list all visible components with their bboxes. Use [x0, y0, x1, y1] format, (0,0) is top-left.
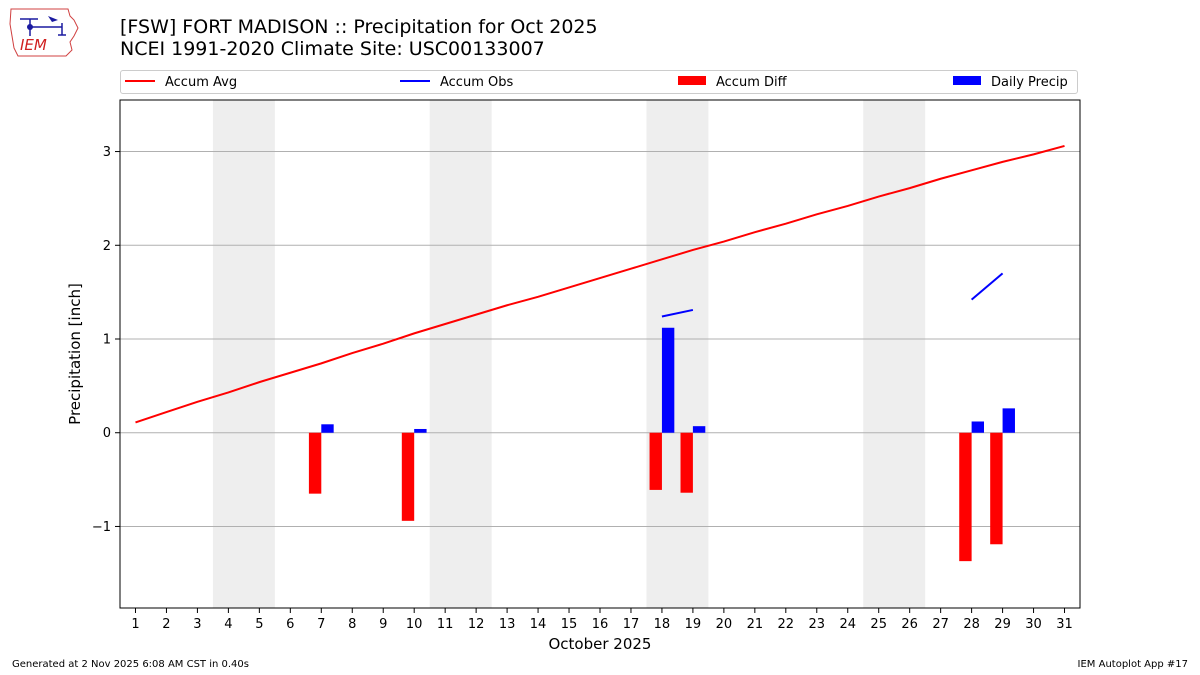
x-tick-label: 4	[224, 617, 232, 632]
x-tick-label: 15	[561, 617, 578, 632]
x-tick-label: 21	[747, 617, 764, 632]
x-tick-label: 31	[1056, 617, 1073, 632]
x-tick-label: 30	[1025, 617, 1042, 632]
legend-label-accum-avg: Accum Avg	[165, 75, 238, 90]
x-tick-label: 20	[716, 617, 733, 632]
y-tick-label: 0	[103, 426, 111, 441]
x-tick-label: 29	[994, 617, 1011, 632]
weekend-shade	[863, 100, 926, 608]
accum-obs-line	[970, 272, 1004, 301]
x-tick-label: 18	[654, 617, 671, 632]
app-credit: IEM Autoplot App #17	[1077, 659, 1188, 670]
x-tick-label: 11	[437, 617, 454, 632]
chart-legend: Accum Avg Accum Obs Accum Diff Daily Pre…	[120, 70, 1078, 94]
y-tick-label: 3	[103, 145, 111, 160]
y-axis-label: Precipitation [inch]	[66, 283, 84, 425]
x-tick-label: 23	[809, 617, 826, 632]
x-tick-label: 3	[193, 617, 201, 632]
x-tick-label: 25	[870, 617, 887, 632]
legend-swatch-accum-diff	[678, 76, 706, 85]
x-tick-label: 5	[255, 617, 263, 632]
accum-diff-bar	[401, 432, 415, 521]
legend-swatch-accum-obs	[400, 79, 430, 82]
x-tick-label: 17	[623, 617, 640, 632]
x-tick-label: 19	[685, 617, 702, 632]
x-axis-label: October 2025	[549, 635, 652, 653]
daily-precip-bar	[661, 327, 675, 433]
daily-precip-bar	[414, 428, 427, 433]
legend-item-accum-obs: Accum Obs	[400, 74, 513, 92]
accum-diff-bar	[959, 432, 972, 562]
legend-label-accum-diff: Accum Diff	[716, 75, 787, 90]
daily-precip-bar	[321, 424, 334, 433]
x-tick-label: 14	[530, 617, 547, 632]
y-tick-label: −1	[92, 520, 111, 535]
y-tick-label: 1	[103, 333, 111, 348]
logo-text: IEM	[20, 36, 47, 54]
x-tick-label: 2	[162, 617, 170, 632]
daily-precip-bar	[692, 426, 706, 433]
accum-diff-bar	[680, 432, 693, 493]
legend-item-daily-precip: Daily Precip	[953, 74, 1068, 92]
accum-diff-bar	[308, 432, 322, 494]
lines	[135, 144, 1065, 424]
x-tick-label: 8	[348, 617, 356, 632]
chart-title: [FSW] FORT MADISON :: Precipitation for …	[120, 16, 598, 60]
y-tick-label: 2	[103, 239, 111, 254]
accum-obs-line	[661, 308, 694, 318]
legend-label-accum-obs: Accum Obs	[440, 75, 514, 90]
x-tick-label: 12	[468, 617, 485, 632]
weekend-shade	[429, 100, 492, 608]
x-tick-label: 9	[379, 617, 387, 632]
legend-item-accum-avg: Accum Avg	[125, 74, 237, 92]
accum-diff-bar	[649, 432, 662, 490]
title-line-2: NCEI 1991-2020 Climate Site: USC00133007	[120, 38, 545, 60]
iem-logo: IEM	[8, 6, 80, 60]
x-tick-label: 26	[901, 617, 918, 632]
x-tick-label: 24	[839, 617, 856, 632]
bars	[308, 327, 1015, 562]
weekend-shade	[212, 100, 275, 608]
legend-swatch-daily-precip	[953, 76, 981, 85]
daily-precip-bar	[971, 421, 984, 433]
weekend-shading	[212, 100, 926, 608]
x-tick-label: 6	[286, 617, 294, 632]
title-line-1: [FSW] FORT MADISON :: Precipitation for …	[120, 16, 598, 38]
accum-avg-line	[135, 144, 1065, 424]
iowa-map-icon: IEM	[9, 8, 79, 57]
grid-lines	[120, 151, 1080, 527]
legend-label-daily-precip: Daily Precip	[991, 75, 1068, 90]
x-tick-label: 7	[317, 617, 325, 632]
weekend-shade	[646, 100, 709, 608]
x-tick-label: 28	[963, 617, 980, 632]
legend-item-accum-diff: Accum Diff	[678, 74, 787, 92]
x-tick-label: 22	[778, 617, 795, 632]
x-tick-label: 10	[406, 617, 423, 632]
x-tick-label: 16	[592, 617, 609, 632]
x-tick-label: 1	[131, 617, 139, 632]
x-tick-label: 13	[499, 617, 516, 632]
legend-swatch-accum-avg	[125, 79, 155, 82]
accum-diff-bar	[990, 432, 1003, 545]
daily-precip-bar	[1002, 408, 1015, 433]
x-tick-label: 27	[932, 617, 949, 632]
generated-timestamp: Generated at 2 Nov 2025 6:08 AM CST in 0…	[12, 659, 249, 670]
